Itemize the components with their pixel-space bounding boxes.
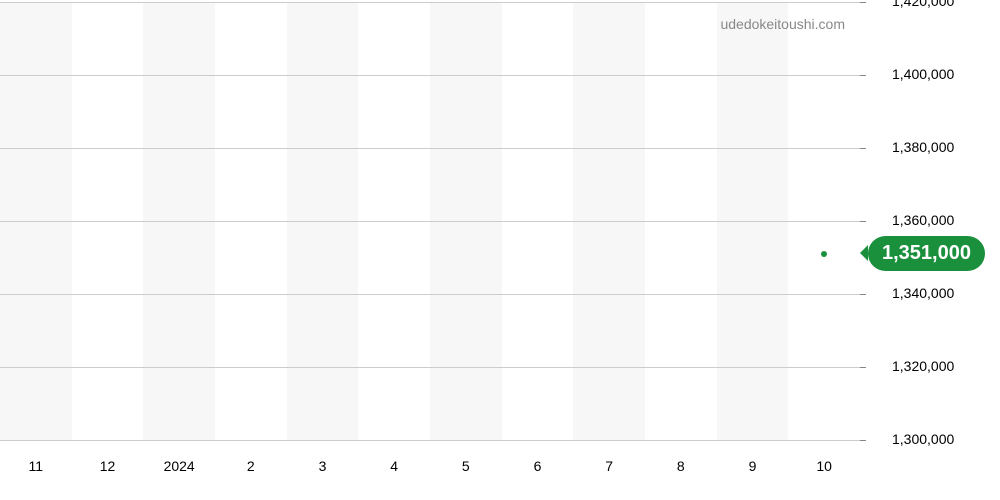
price-chart: 1,420,000 1,400,000 1,380,000 1,360,000 1,34… (0, 0, 1000, 500)
y-axis-label: 1,300,000 (892, 431, 954, 447)
x-axis-label: 9 (749, 458, 757, 474)
gridline (0, 148, 860, 149)
data-point (821, 251, 827, 257)
current-price-badge: 1,351,000 (868, 236, 985, 271)
y-tick (860, 440, 866, 441)
x-axis-label: 5 (462, 458, 470, 474)
gridline (0, 367, 860, 368)
y-axis-label: 1,380,000 (892, 139, 954, 155)
y-tick (860, 294, 866, 295)
plot-area (0, 2, 860, 440)
gridline (0, 75, 860, 76)
x-axis-label: 11 (29, 458, 44, 474)
x-axis-label: 3 (319, 458, 327, 474)
x-axis-label: 4 (390, 458, 398, 474)
y-tick (860, 148, 866, 149)
x-axis-label: 8 (677, 458, 685, 474)
y-tick (860, 367, 866, 368)
y-axis-label: 1,360,000 (892, 212, 954, 228)
gridline (0, 440, 860, 441)
gridline (0, 221, 860, 222)
x-axis-label: 12 (100, 458, 116, 474)
x-axis-label: 2 (247, 458, 255, 474)
x-axis-label: 7 (605, 458, 613, 474)
y-tick (860, 75, 866, 76)
y-axis-label: 1,340,000 (892, 285, 954, 301)
watermark: udedokeitoushi.com (720, 16, 845, 32)
gridline (0, 294, 860, 295)
y-axis-label: 1,400,000 (892, 66, 954, 82)
gridline (0, 2, 860, 3)
x-axis-label: 2024 (164, 458, 195, 474)
x-axis-label: 6 (534, 458, 542, 474)
y-tick (860, 221, 866, 222)
y-axis-label: 1,320,000 (892, 358, 954, 374)
x-axis-label: 10 (816, 458, 832, 474)
y-tick (860, 2, 866, 3)
y-axis-label: 1,420,000 (892, 0, 954, 9)
